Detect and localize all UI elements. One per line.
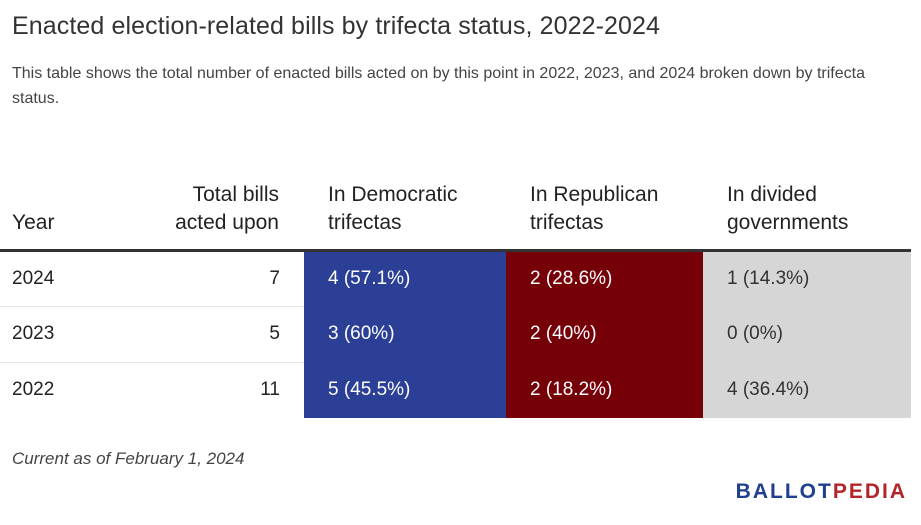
cell-democratic: 5 (45.5%) bbox=[304, 362, 506, 418]
cell-divided: 1 (14.3%) bbox=[703, 250, 911, 307]
header-total: Total bills acted upon bbox=[150, 148, 304, 252]
cell-year: 2023 bbox=[0, 306, 150, 363]
chart-title: Enacted election-related bills by trifec… bbox=[12, 12, 661, 40]
table-row: 2022 11 5 (45.5%) 2 (18.2%) 4 (36.4%) bbox=[0, 362, 911, 418]
header-republican: In Republican trifectas bbox=[506, 148, 703, 252]
cell-total: 5 bbox=[150, 306, 304, 363]
table-row: 2023 5 3 (60%) 2 (40%) 0 (0%) bbox=[0, 306, 911, 363]
cell-year: 2024 bbox=[0, 250, 150, 307]
ballotpedia-logo[interactable]: BALLOTPEDIA bbox=[736, 480, 907, 504]
cell-republican: 2 (40%) bbox=[506, 306, 703, 363]
trifecta-table: Year Total bills acted upon In Democrati… bbox=[0, 148, 911, 418]
header-year: Year bbox=[0, 148, 150, 252]
cell-republican: 2 (18.2%) bbox=[506, 362, 703, 418]
header-democratic: In Democratic trifectas bbox=[304, 148, 506, 252]
logo-part-ballot: BALLOT bbox=[735, 480, 833, 503]
cell-republican: 2 (28.6%) bbox=[506, 250, 703, 307]
cell-total: 7 bbox=[150, 250, 304, 307]
cell-divided: 4 (36.4%) bbox=[703, 362, 911, 418]
cell-democratic: 4 (57.1%) bbox=[304, 250, 506, 307]
table-header-row: Year Total bills acted upon In Democrati… bbox=[0, 148, 911, 252]
header-divided: In divided governments bbox=[703, 148, 911, 252]
cell-total: 11 bbox=[260, 379, 280, 401]
table-row: 2024 7 4 (57.1%) 2 (28.6%) 1 (14.3%) bbox=[0, 250, 911, 307]
source-note: Current as of February 1, 2024 bbox=[12, 449, 245, 468]
logo-part-pedia: PEDIA bbox=[832, 480, 907, 503]
cell-democratic: 3 (60%) bbox=[304, 306, 506, 363]
chart-subtitle: This table shows the total number of ena… bbox=[12, 65, 865, 107]
cell-year: 2022 bbox=[12, 379, 55, 401]
cell-divided: 0 (0%) bbox=[703, 306, 911, 363]
